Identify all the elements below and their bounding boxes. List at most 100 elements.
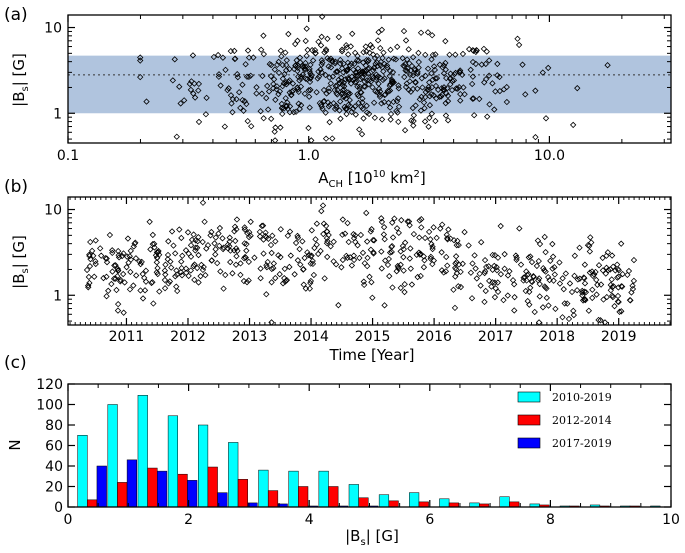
scatter-point (528, 258, 536, 266)
scatter-point (549, 253, 557, 260)
scatter-point (624, 271, 631, 279)
scatter-point (272, 96, 279, 103)
scatter-point (395, 82, 402, 89)
scatter-point (217, 268, 224, 275)
scatter-point (346, 62, 354, 69)
scatter-point (118, 252, 126, 260)
scatter-point (137, 54, 144, 61)
scatter-point (302, 37, 309, 45)
scatter-point (278, 104, 286, 111)
scatter-point (219, 235, 226, 242)
scatter-point (276, 271, 283, 278)
scatter-point (585, 307, 592, 314)
scatter-point (442, 59, 449, 67)
scatter-point (318, 33, 325, 40)
scatter-point (527, 253, 534, 260)
scatter-point (400, 254, 407, 261)
scatter-point (154, 264, 161, 272)
scatter-point (440, 269, 447, 276)
scatter-point (203, 245, 210, 252)
scatter-point (506, 268, 513, 275)
bar-2010-2019 (348, 484, 359, 508)
scatter-point (453, 270, 461, 277)
scatter-point (215, 71, 223, 78)
scatter-point (540, 265, 547, 272)
bar-2012-2014 (207, 466, 218, 508)
scatter-point (576, 244, 583, 251)
scatter-point (91, 273, 98, 280)
scatter-point (465, 45, 473, 53)
scatter-point (103, 293, 110, 300)
scatter-point (440, 86, 448, 93)
scatter-point (452, 253, 460, 260)
scatter-point (185, 272, 192, 280)
scatter-point (322, 109, 329, 116)
scatter-point (215, 230, 222, 237)
scatter-point (277, 47, 284, 54)
scatter-point (482, 60, 489, 68)
scatter-point (357, 75, 364, 83)
scatter-point (172, 250, 179, 257)
bar-2012-2014 (509, 501, 520, 508)
scatter-point (123, 264, 130, 271)
scatter-point (406, 60, 413, 67)
scatter-point (422, 51, 429, 59)
scatter-point (258, 222, 266, 230)
scatter-point (133, 272, 140, 279)
scatter-point (307, 61, 314, 69)
scatter-point (354, 83, 361, 90)
scatter-point (233, 96, 240, 103)
scatter-point (512, 252, 520, 259)
scatter-point (319, 202, 327, 209)
scatter-point (324, 238, 331, 245)
legend-swatch (517, 437, 541, 449)
scatter-point (359, 59, 367, 66)
scatter-point (347, 43, 354, 50)
scatter-point (273, 86, 280, 93)
scatter-point (427, 236, 434, 243)
scatter-point (417, 272, 424, 280)
scatter-point (515, 41, 523, 49)
bar-2012-2014 (267, 490, 279, 508)
scatter-point (139, 270, 146, 278)
scatter-point (349, 30, 356, 37)
scatter-point (244, 47, 252, 54)
scatter-point (461, 91, 468, 98)
scatter-point (542, 248, 549, 256)
scatter-point (377, 44, 384, 52)
scatter-point (305, 87, 312, 94)
scatter-point (291, 271, 298, 278)
bar-2012-2014 (177, 473, 188, 508)
scatter-point (131, 240, 138, 247)
scatter-point (579, 289, 586, 296)
y-tick-label: 0 (54, 500, 63, 516)
scatter-point (593, 276, 600, 284)
scatter-point (432, 117, 439, 125)
scatter-point (365, 81, 373, 88)
scatter-point (370, 99, 378, 106)
scatter-point (269, 232, 276, 239)
scatter-point (117, 276, 124, 284)
scatter-point (357, 89, 364, 96)
bar-2010-2019 (439, 498, 450, 508)
scatter-point (444, 117, 452, 124)
scatter-point (297, 83, 305, 90)
scatter-point (562, 270, 569, 277)
scatter-point (271, 66, 279, 73)
scatter-point (459, 71, 466, 79)
scatter-point (187, 253, 195, 260)
scatter-point (489, 251, 496, 259)
scatter-point (88, 247, 96, 255)
scatter-point (245, 73, 253, 81)
scatter-point (215, 73, 223, 80)
scatter-point (103, 273, 110, 280)
scatter-point (289, 80, 297, 87)
scatter-point (299, 62, 306, 70)
scatter-point (424, 65, 432, 72)
scatter-point (351, 60, 358, 67)
scatter-point (476, 270, 483, 277)
scatter-point (410, 117, 417, 125)
scatter-point (369, 73, 376, 80)
scatter-point (430, 63, 438, 70)
scatter-point (604, 62, 611, 69)
